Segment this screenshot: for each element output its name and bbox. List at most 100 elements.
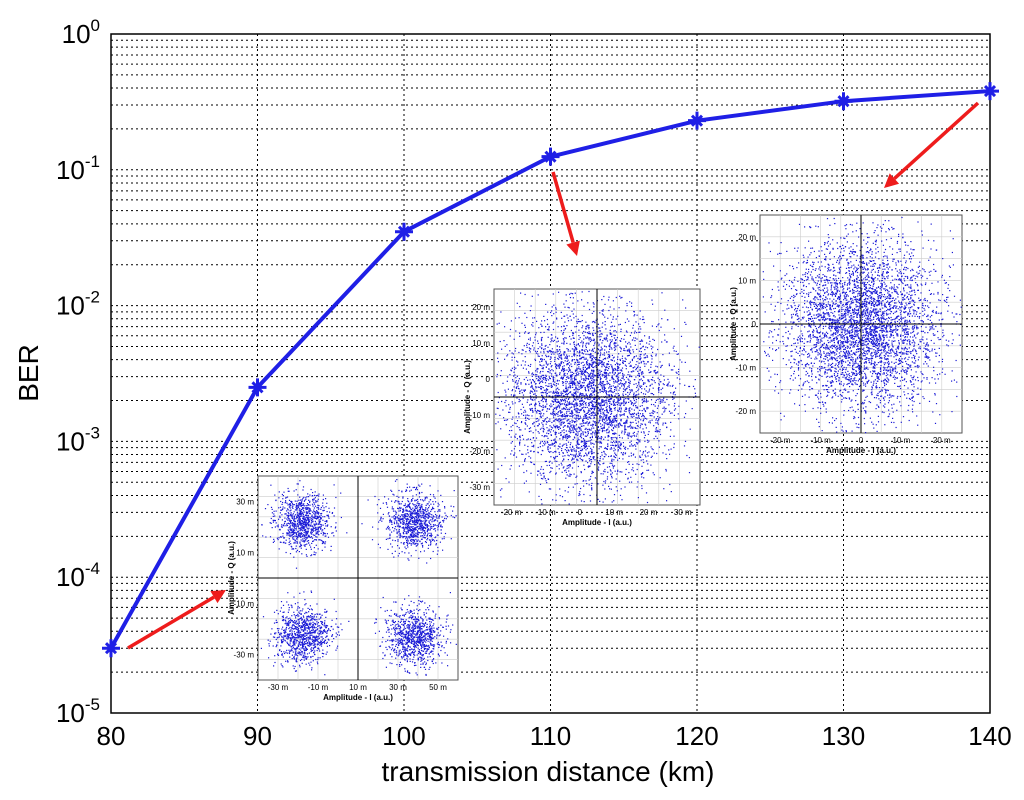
- constellation-point: [541, 325, 543, 327]
- constellation-point: [312, 636, 314, 638]
- constellation-point: [572, 424, 574, 426]
- constellation-point: [416, 534, 418, 536]
- constellation-point: [289, 503, 291, 505]
- constellation-point: [301, 641, 303, 644]
- constellation-point: [279, 649, 281, 652]
- constellation-point: [544, 435, 546, 437]
- constellation-point: [322, 649, 324, 651]
- constellation-point: [421, 524, 424, 526]
- constellation-point: [425, 523, 427, 525]
- constellation-point: [548, 329, 550, 331]
- constellation-point: [301, 499, 303, 501]
- constellation-point: [421, 632, 423, 634]
- constellation-point: [597, 412, 599, 414]
- constellation-point: [325, 498, 327, 500]
- constellation-point: [410, 536, 412, 538]
- constellation-point: [297, 605, 299, 608]
- constellation-point: [412, 630, 414, 632]
- constellation-point: [574, 483, 576, 485]
- constellation-point: [310, 522, 312, 524]
- constellation-point: [304, 649, 307, 651]
- constellation-point: [320, 527, 322, 529]
- constellation-point: [414, 516, 416, 518]
- constellation-point: [627, 417, 629, 419]
- constellation-point: [299, 519, 301, 521]
- constellation-point: [332, 532, 334, 534]
- constellation-point: [295, 489, 297, 491]
- constellation-point: [609, 398, 611, 401]
- constellation-point: [318, 530, 320, 532]
- constellation-point: [284, 632, 286, 634]
- constellation-point: [307, 519, 309, 521]
- constellation-point: [297, 613, 299, 615]
- constellation-point: [572, 438, 574, 441]
- constellation-point: [541, 406, 543, 408]
- constellation-point: [326, 635, 328, 637]
- constellation-point: [423, 645, 425, 648]
- constellation-point: [313, 615, 315, 617]
- constellation-point: [648, 388, 651, 390]
- constellation-point: [318, 613, 320, 615]
- constellation-point: [402, 542, 405, 544]
- constellation-point: [547, 364, 549, 366]
- constellation-point: [610, 341, 612, 343]
- constellation-point: [337, 645, 339, 647]
- constellation-point: [299, 542, 301, 544]
- constellation-point: [318, 648, 320, 650]
- constellation-point: [602, 399, 604, 401]
- constellation-point: [578, 386, 580, 388]
- constellation-point: [404, 627, 406, 630]
- constellation-point: [613, 403, 615, 405]
- constellation-point: [288, 544, 290, 546]
- constellation-point: [568, 486, 570, 488]
- constellation-point: [542, 377, 544, 379]
- constellation-point: [542, 478, 544, 480]
- constellation-point: [430, 644, 432, 646]
- constellation-point: [292, 621, 294, 623]
- constellation-point: [291, 632, 293, 634]
- constellation-point: [311, 531, 313, 533]
- constellation-point: [684, 384, 686, 386]
- constellation-point: [431, 644, 433, 646]
- constellation-point: [440, 524, 442, 526]
- constellation-point: [418, 510, 420, 512]
- constellation-point: [317, 622, 319, 624]
- constellation-point: [333, 484, 335, 486]
- constellation-point: [400, 635, 403, 637]
- constellation-point: [393, 633, 396, 636]
- constellation-point: [405, 630, 407, 632]
- constellation-point: [308, 527, 310, 529]
- constellation-point: [648, 369, 650, 371]
- constellation-point: [428, 516, 430, 518]
- constellation-point: [292, 529, 294, 531]
- constellation-point: [386, 648, 388, 651]
- constellation-point: [412, 507, 414, 509]
- constellation-point: [402, 648, 404, 650]
- inset-x-tick-label: 30 m: [389, 683, 407, 692]
- constellation-point: [291, 530, 293, 532]
- constellation-point: [619, 295, 621, 297]
- constellation-point: [425, 641, 427, 643]
- constellation-point: [416, 641, 418, 643]
- constellation-point: [422, 636, 424, 638]
- data-point-marker: [102, 639, 120, 658]
- constellation-point: [413, 536, 415, 538]
- constellation-point: [298, 528, 300, 530]
- constellation-point: [283, 611, 285, 613]
- constellation-point: [298, 607, 301, 609]
- constellation-point: [440, 494, 442, 496]
- constellation-point: [272, 521, 274, 523]
- constellation-point: [422, 511, 425, 513]
- constellation-point: [306, 514, 308, 516]
- constellation-point: [422, 510, 424, 512]
- constellation-point: [299, 546, 301, 548]
- constellation-point: [577, 459, 579, 461]
- constellation-point: [580, 459, 582, 461]
- constellation-point: [417, 659, 419, 661]
- constellation-point: [397, 625, 399, 628]
- constellation-point: [608, 394, 610, 396]
- constellation-point: [415, 642, 417, 645]
- y-tick-label: 10-3: [56, 423, 100, 456]
- constellation-point: [407, 558, 409, 560]
- constellation-point: [438, 617, 440, 619]
